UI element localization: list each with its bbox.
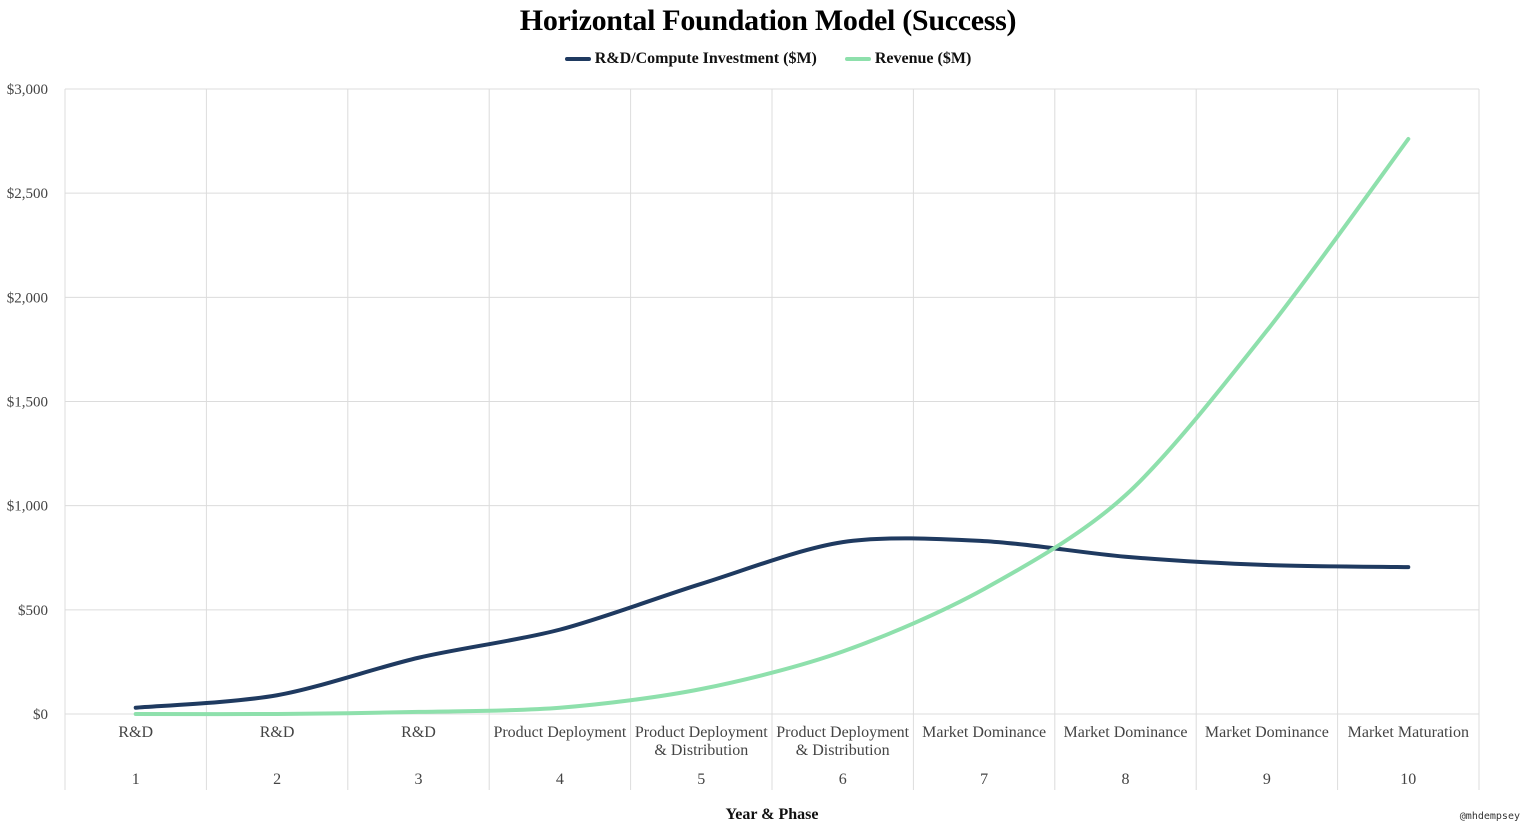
- legend-item-investment: R&D/Compute Investment ($M): [564, 50, 817, 68]
- x-phase-label: R&D: [401, 724, 436, 741]
- x-axis-title: Year & Phase: [725, 806, 818, 823]
- x-year-label: 3: [415, 771, 423, 788]
- x-year-label: 2: [273, 771, 281, 788]
- legend-label-revenue: Revenue ($M): [874, 50, 972, 67]
- legend-swatch-revenue: [844, 57, 871, 61]
- x-phase-label: Market Maturation: [1348, 724, 1469, 741]
- series-line-investment: [133, 536, 1411, 710]
- x-phase-label: Product Deployment: [776, 724, 909, 741]
- watermark: @mhdempsey: [1459, 811, 1520, 822]
- x-phase-label: Market Dominance: [1064, 724, 1188, 741]
- x-year-label: 5: [697, 771, 705, 788]
- x-year-label: 7: [980, 771, 988, 788]
- y-tick-label: $500: [18, 603, 48, 619]
- legend-label-investment: R&D/Compute Investment ($M): [594, 50, 817, 67]
- y-tick-label: $1,000: [7, 499, 48, 515]
- y-tick-label: $2,500: [7, 186, 48, 202]
- y-tick-label: $1,500: [7, 395, 48, 411]
- x-phase-label: & Distribution: [796, 742, 890, 759]
- x-phase-label: Product Deployment: [493, 724, 626, 741]
- chart-title: Horizontal Foundation Model (Success): [519, 4, 1017, 37]
- x-year-label: 8: [1122, 771, 1130, 788]
- y-tick-label: $3,000: [7, 82, 48, 98]
- series-line-revenue: [133, 137, 1411, 717]
- y-tick-label: $2,000: [7, 290, 48, 306]
- x-year-label: 4: [556, 771, 564, 788]
- x-year-label: 10: [1400, 771, 1416, 788]
- x-phase-label: Product Deployment: [635, 724, 768, 741]
- x-year-label: 1: [132, 771, 140, 788]
- x-phase-label: R&D: [118, 724, 153, 741]
- x-year-label: 9: [1263, 771, 1271, 788]
- legend-item-revenue: Revenue ($M): [844, 50, 972, 68]
- y-tick-label: $0: [33, 707, 48, 723]
- legend-swatch-investment: [564, 57, 591, 61]
- x-year-label: 6: [839, 771, 847, 788]
- x-phase-label: R&D: [260, 724, 295, 741]
- x-phase-label: Market Dominance: [922, 724, 1046, 741]
- x-phase-label: & Distribution: [654, 742, 748, 759]
- x-phase-label: Market Dominance: [1205, 724, 1329, 741]
- legend: R&D/Compute Investment ($M) Revenue ($M): [0, 50, 1536, 68]
